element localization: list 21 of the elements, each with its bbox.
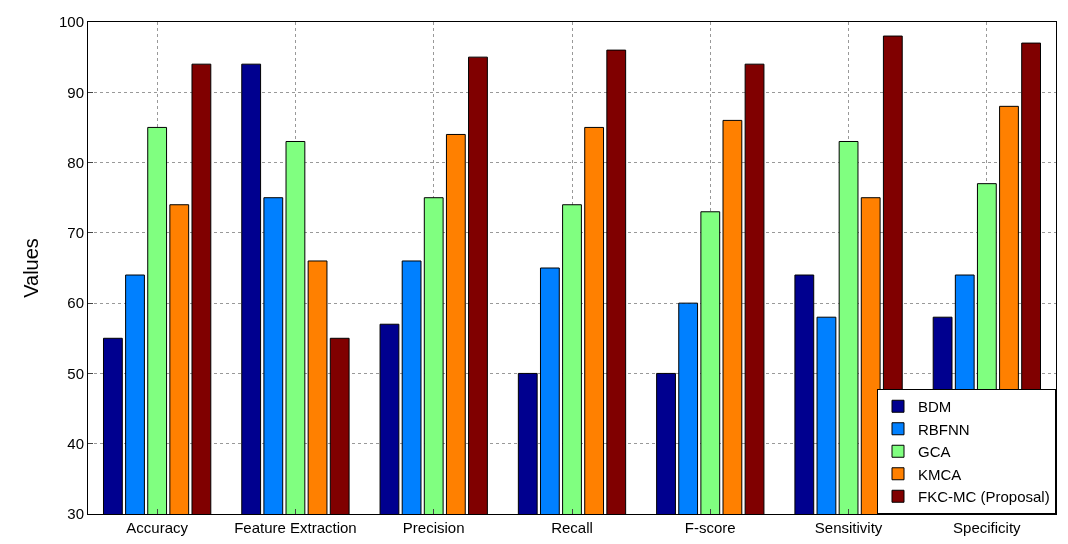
y-tick-label: 70 xyxy=(67,224,84,242)
y-tick-label: 40 xyxy=(67,434,84,452)
legend-label: GCA xyxy=(918,443,951,461)
x-tick-label: Recall xyxy=(551,519,593,536)
y-tick-label: 80 xyxy=(67,153,84,171)
y-tick-label: 50 xyxy=(67,364,84,382)
legend-label: RBFNN xyxy=(918,420,970,438)
legend-label: FKC-MC (Proposal) xyxy=(918,488,1050,506)
y-tick-label: 60 xyxy=(67,294,84,312)
legend-label: BDM xyxy=(918,398,952,416)
y-tick-label: 90 xyxy=(67,83,84,101)
x-tick-label: Sensitivity xyxy=(814,519,883,536)
x-tick-label: Specificity xyxy=(953,519,1022,536)
x-tick-label: Precision xyxy=(402,519,465,536)
x-tick-label: Feature Extraction xyxy=(234,519,357,536)
x-tick-label: Accuracy xyxy=(126,519,189,536)
y-axis-title: Values xyxy=(20,238,42,298)
legend-label: KMCA xyxy=(918,465,962,483)
x-tick-label: F-score xyxy=(684,519,736,536)
y-tick-label: 30 xyxy=(67,505,84,523)
y-tick-label: 100 xyxy=(58,13,84,31)
